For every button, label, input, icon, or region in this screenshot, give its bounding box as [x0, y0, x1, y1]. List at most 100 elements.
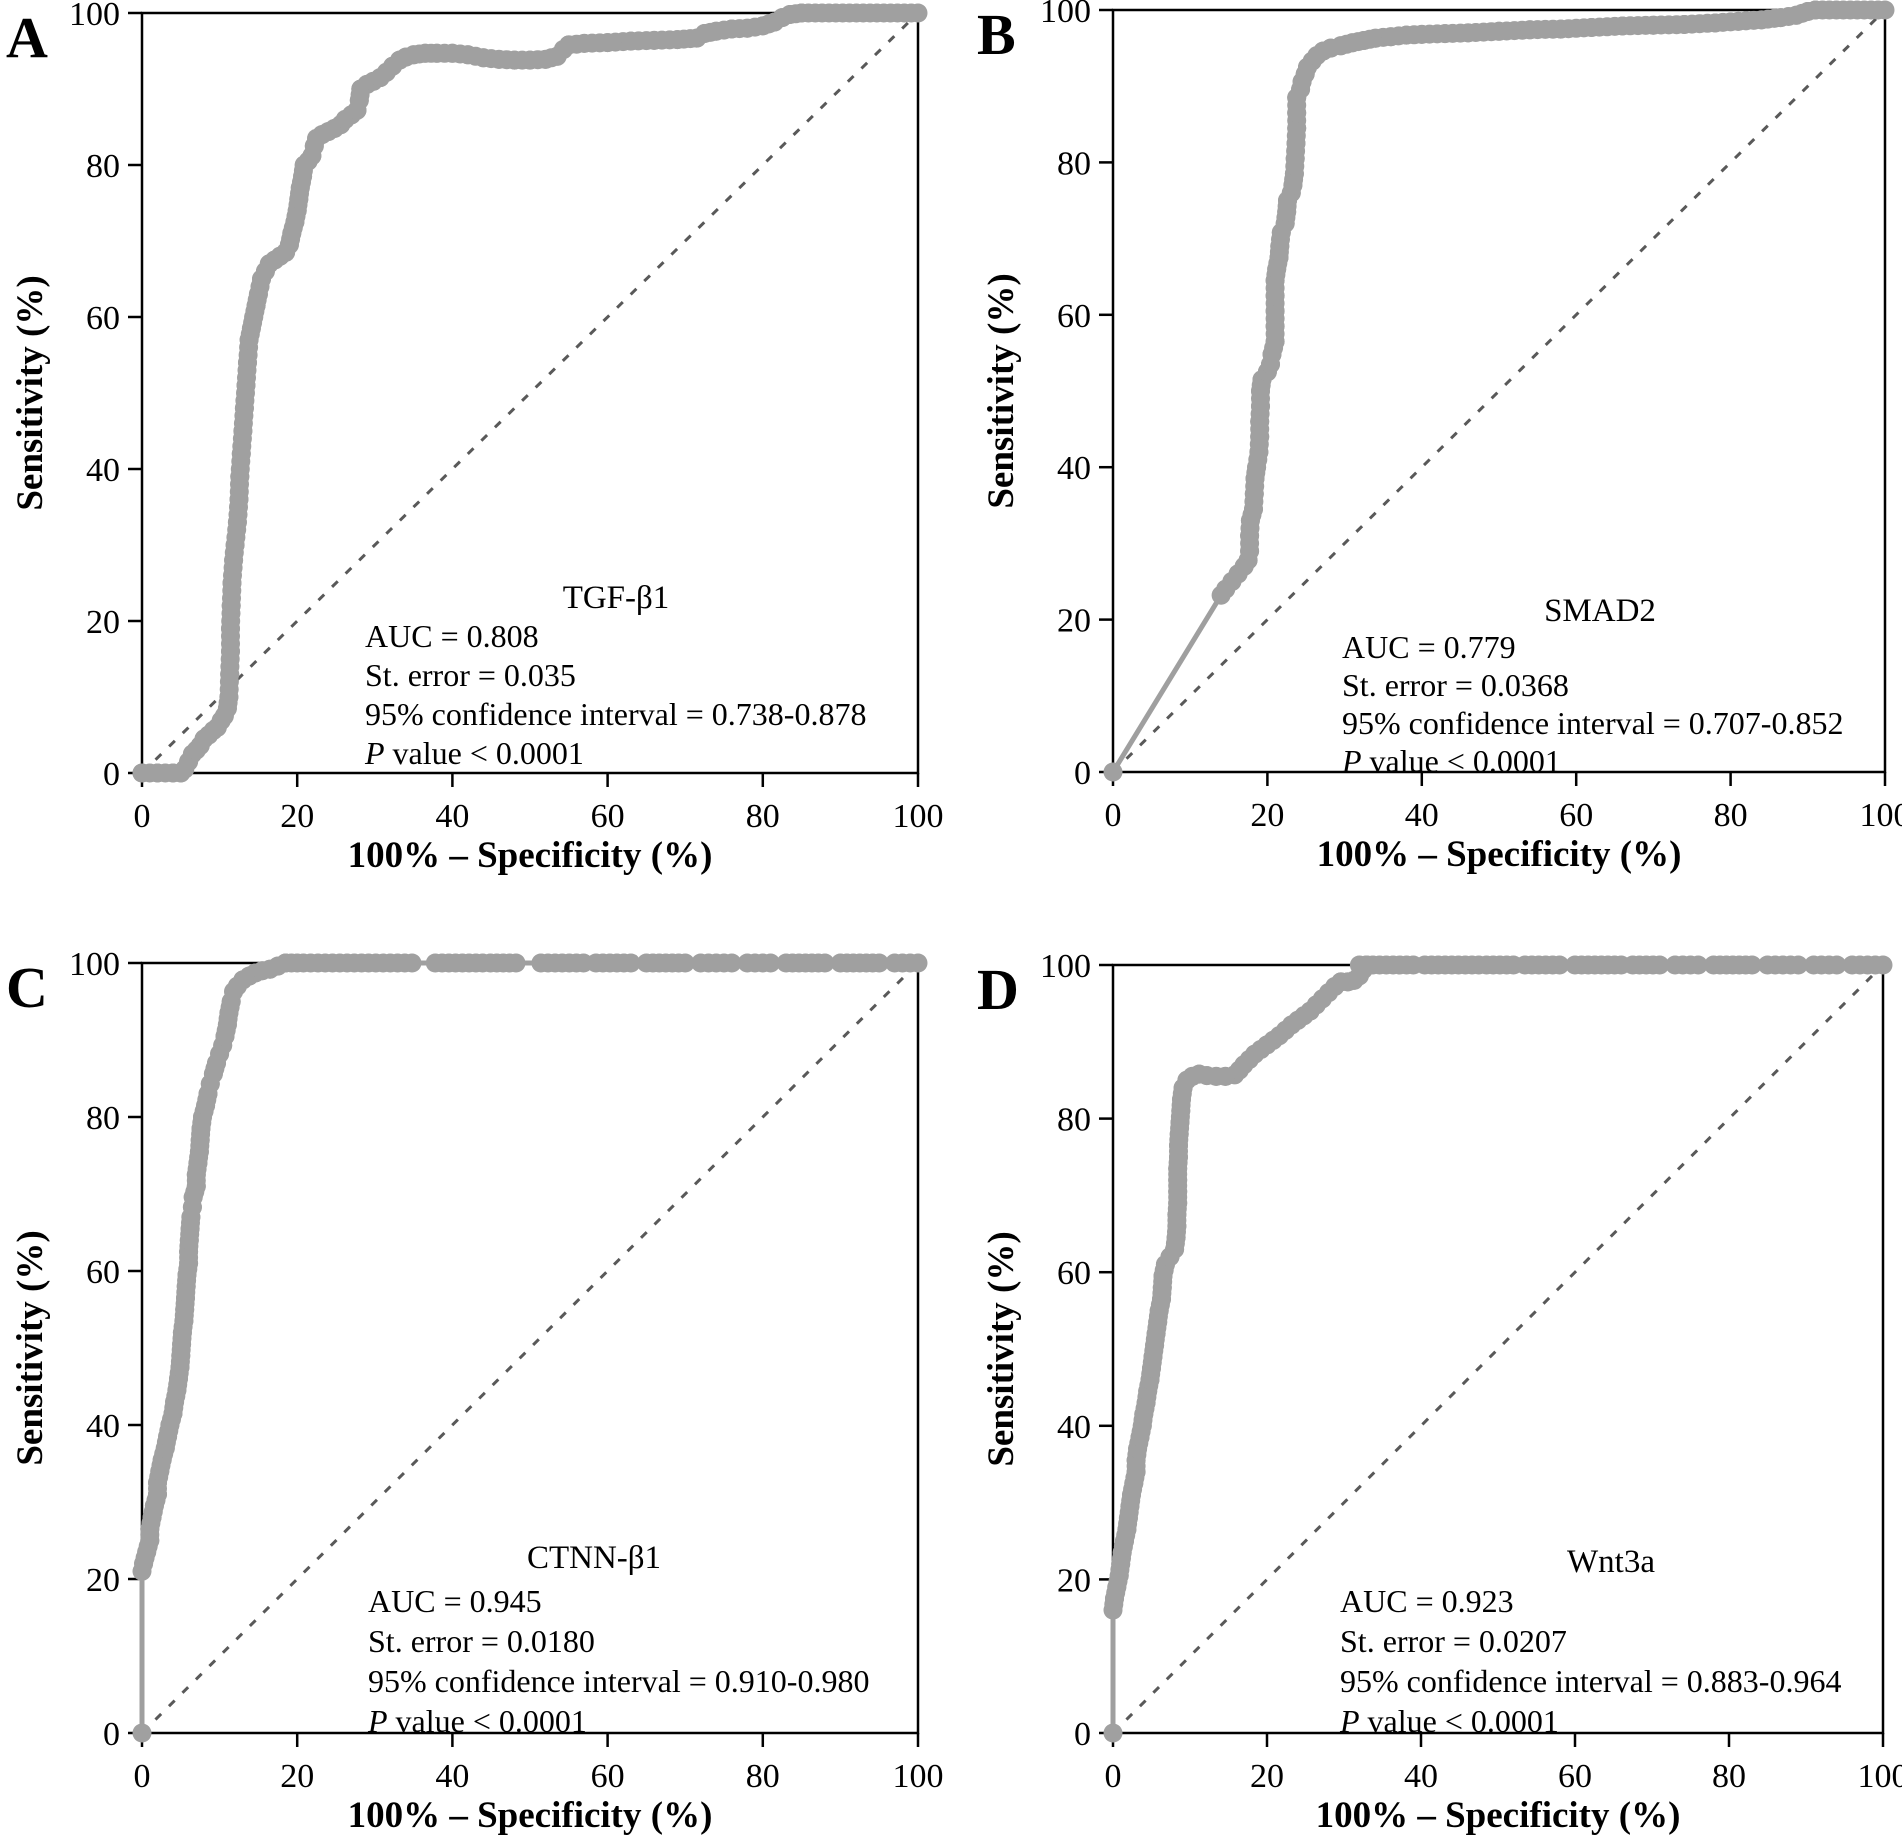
stat-auc: AUC = 0.808 — [365, 618, 539, 654]
stat-ci: 95% confidence interval = 0.883-0.964 — [1340, 1663, 1841, 1699]
x-tick-label: 60 — [1558, 1758, 1592, 1795]
x-tick-label: 40 — [1405, 797, 1439, 834]
y-tick-label: 60 — [1057, 1255, 1091, 1292]
x-tick-label: 80 — [746, 1758, 780, 1795]
roc-markers — [132, 953, 928, 1743]
y-tick-label: 60 — [86, 1254, 120, 1291]
panel-A: 0 20 40 60 80 100 0 20 40 60 80 100 100% – Specifici… — [6, 0, 944, 876]
plot-frame — [140, 11, 920, 775]
roc-marker-dot — [1742, 955, 1762, 975]
roc-marker-dot — [1827, 955, 1847, 975]
panel-title: TGF-β1 — [563, 580, 670, 616]
y-tick-label: 100 — [69, 946, 120, 983]
stat-st-error: St. error = 0.0368 — [1342, 667, 1569, 703]
axis-ticks: 0 20 40 60 80 100 0 20 40 60 80 100 — [69, 946, 944, 1795]
y-tick-label: 100 — [69, 0, 120, 33]
y-tick-label: 20 — [86, 604, 120, 641]
y-tick-label: 40 — [86, 1408, 120, 1445]
stat-p-value: P value < 0.0001 — [367, 1703, 587, 1739]
stat-ci: 95% confidence interval = 0.707-0.852 — [1342, 705, 1843, 741]
x-tick-label: 60 — [1559, 797, 1593, 834]
y-tick-label: 80 — [1057, 145, 1091, 182]
roc-marker-dot — [869, 953, 889, 973]
y-tick-label: 40 — [86, 452, 120, 489]
axis-ticks: 0 20 40 60 80 100 0 20 40 60 80 100 — [1040, 948, 1902, 1795]
stat-p-value: P value < 0.0001 — [1341, 743, 1561, 779]
roc-marker-dot — [1103, 762, 1123, 782]
roc-marker-dot — [722, 953, 742, 973]
x-tick-label: 60 — [591, 1758, 625, 1795]
roc-marker-dot — [1873, 955, 1893, 975]
x-tick-label: 40 — [435, 798, 469, 835]
x-tick-label: 100 — [1858, 1758, 1902, 1795]
y-tick-label: 0 — [103, 1716, 120, 1753]
x-tick-label: 100 — [893, 1758, 944, 1795]
y-axis-label: Sensitivity (%) — [981, 1231, 1022, 1466]
x-tick-label: 100 — [1860, 797, 1902, 834]
y-tick-label: 0 — [1074, 755, 1091, 792]
roc-marker-dot — [908, 953, 928, 973]
stat-p-value: P value < 0.0001 — [1339, 1703, 1559, 1739]
x-tick-label: 80 — [1712, 1758, 1746, 1795]
x-tick-label: 0 — [1105, 797, 1122, 834]
y-tick-label: 40 — [1057, 450, 1091, 487]
x-tick-label: 100 — [893, 798, 944, 835]
roc-marker-dot — [1103, 1723, 1123, 1743]
x-tick-label: 60 — [591, 798, 625, 835]
x-tick-label: 40 — [1404, 1758, 1438, 1795]
y-tick-label: 60 — [86, 300, 120, 337]
roc-marker-dot — [621, 953, 641, 973]
roc-marker-dot — [132, 1723, 152, 1743]
stat-auc: AUC = 0.945 — [368, 1583, 542, 1619]
axis-ticks: 0 20 40 60 80 100 0 20 40 60 80 100 — [69, 0, 944, 835]
y-axis-label: Sensitivity (%) — [10, 1230, 51, 1465]
y-tick-label: 0 — [1074, 1716, 1091, 1753]
roc-marker-dot — [761, 953, 781, 973]
roc-marker-dot — [908, 3, 928, 23]
panel-letter: A — [6, 5, 48, 70]
y-axis-label: Sensitivity (%) — [981, 273, 1022, 508]
roc-marker-dot — [402, 953, 422, 973]
y-tick-label: 20 — [86, 1562, 120, 1599]
y-tick-label: 100 — [1040, 0, 1091, 30]
panel-title: SMAD2 — [1544, 593, 1656, 629]
roc-markers — [1103, 955, 1893, 1743]
y-tick-label: 60 — [1057, 298, 1091, 335]
x-axis-label: 100% – Specificity (%) — [1316, 1795, 1681, 1836]
roc-markers — [132, 3, 928, 783]
stat-st-error: St. error = 0.0207 — [1340, 1623, 1567, 1659]
stat-ci: 95% confidence interval = 0.738-0.878 — [365, 696, 866, 732]
x-axis-label: 100% – Specificity (%) — [348, 835, 713, 876]
roc-marker-dot — [1650, 955, 1670, 975]
stat-st-error: St. error = 0.035 — [365, 657, 576, 693]
y-axis-label: Sensitivity (%) — [10, 275, 51, 510]
panel-B: 0 20 40 60 80 100 0 20 40 60 80 100 100% – Specifici… — [977, 0, 1902, 875]
roc-marker-dot — [1788, 955, 1808, 975]
x-tick-label: 20 — [280, 1758, 314, 1795]
y-tick-label: 100 — [1040, 948, 1091, 985]
y-tick-label: 80 — [86, 148, 120, 185]
y-tick-label: 40 — [1057, 1409, 1091, 1446]
y-tick-label: 20 — [1057, 1562, 1091, 1599]
panel-title: Wnt3a — [1567, 1544, 1655, 1580]
y-tick-label: 0 — [103, 756, 120, 793]
stat-auc: AUC = 0.923 — [1340, 1583, 1514, 1619]
roc-marker-dot — [1875, 0, 1895, 20]
x-axis-label: 100% – Specificity (%) — [1317, 834, 1682, 875]
roc-marker-dot — [506, 953, 526, 973]
x-tick-label: 0 — [134, 798, 151, 835]
x-tick-label: 20 — [1250, 797, 1284, 834]
x-axis-label: 100% – Specificity (%) — [348, 1795, 713, 1836]
roc-marker-dot — [815, 953, 835, 973]
panel-C: 0 20 40 60 80 100 0 20 40 60 80 100 100% – Specifici… — [6, 946, 944, 1836]
x-tick-label: 0 — [134, 1758, 151, 1795]
stat-auc: AUC = 0.779 — [1342, 629, 1516, 665]
x-tick-label: 0 — [1105, 1758, 1122, 1795]
x-tick-label: 80 — [746, 798, 780, 835]
roc-marker-dot — [675, 953, 695, 973]
axis-ticks: 0 20 40 60 80 100 0 20 40 60 80 100 — [1040, 0, 1902, 834]
stat-ci: 95% confidence interval = 0.910-0.980 — [368, 1663, 869, 1699]
x-tick-label: 80 — [1714, 797, 1748, 834]
panel-D: 0 20 40 60 80 100 0 20 40 60 80 100 100% – Specifici… — [977, 948, 1902, 1836]
